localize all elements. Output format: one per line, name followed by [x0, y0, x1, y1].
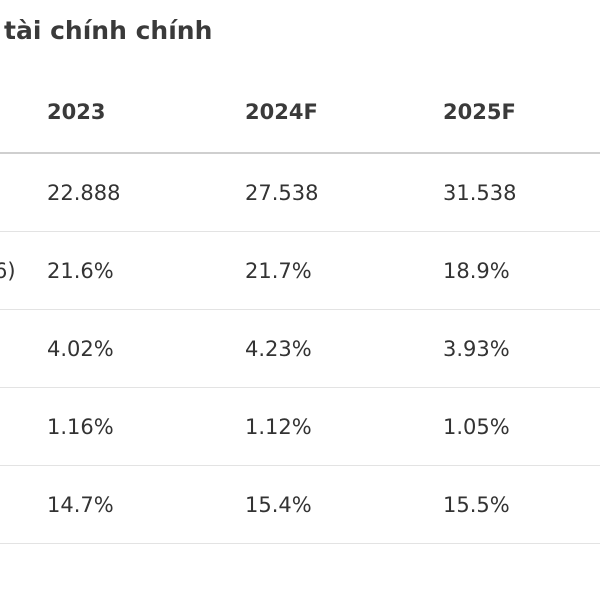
table-header-row: 2023 2024F 2025F — [0, 72, 600, 154]
table-cell: 3.93% — [443, 336, 510, 361]
table-cell: 1.16% — [47, 414, 114, 439]
table-row: 22.888 27.538 31.538 — [0, 154, 600, 232]
table-cell: 15.5% — [443, 492, 510, 517]
header-cell-2025f: 2025F — [443, 100, 516, 124]
row-label — [0, 544, 44, 600]
table-cell: 4.02% — [47, 336, 114, 361]
table-cell: 22.888 — [47, 180, 121, 205]
table-cell: 15.4% — [245, 492, 312, 517]
table-cell: 27.538 — [245, 180, 319, 205]
table-cell: 4.23% — [245, 336, 312, 361]
table-row: 14.7% 15.4% 15.5% — [0, 466, 600, 544]
header-cell-2024f: 2024F — [245, 100, 318, 124]
row-label — [0, 388, 44, 465]
row-label — [0, 466, 44, 543]
table-row — [0, 544, 600, 600]
row-label: 6) — [0, 258, 16, 283]
table-cell: 1.05% — [443, 414, 510, 439]
table-cell: 31.538 — [443, 180, 517, 205]
table-row: 4.02% 4.23% 3.93% — [0, 310, 600, 388]
table-cell: 1.12% — [245, 414, 312, 439]
financial-table: 2023 2024F 2025F 22.888 27.538 31.538 6)… — [0, 72, 600, 600]
table-cell: 14.7% — [47, 492, 114, 517]
table-cell: 21.6% — [47, 258, 114, 283]
row-label — [0, 154, 44, 231]
header-cell-label — [0, 72, 44, 152]
table-row: 6) 21.6% 21.7% 18.9% — [0, 232, 600, 310]
page-title: tài chính chính — [4, 16, 213, 45]
header-cell-2023: 2023 — [47, 100, 106, 124]
row-label — [0, 310, 44, 387]
table-cell: 21.7% — [245, 258, 312, 283]
table-row: 1.16% 1.12% 1.05% — [0, 388, 600, 466]
table-cell: 18.9% — [443, 258, 510, 283]
